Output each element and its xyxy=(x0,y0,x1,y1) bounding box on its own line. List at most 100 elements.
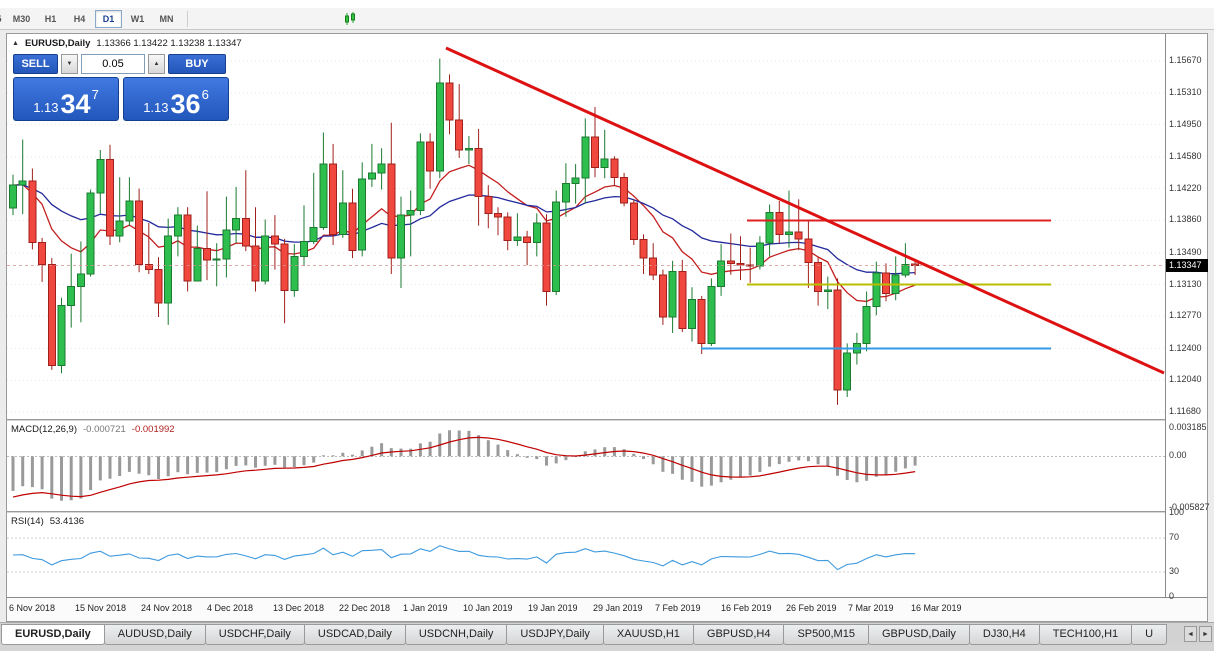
timeframe-button-w1[interactable]: W1 xyxy=(124,10,151,28)
axis-scale-label: 1.13860 xyxy=(1169,214,1202,225)
chart-tabs: EURUSD,Daily AUDUSD,Daily USDCHF,Daily USDC… xyxy=(0,623,1214,646)
axis-scale-label: 1.12770 xyxy=(1169,310,1202,321)
tabs-scroll-right-button[interactable]: ► xyxy=(1199,626,1212,642)
symbol-tab-gbpusd-daily[interactable]: GBPUSD,Daily xyxy=(867,624,970,645)
candle xyxy=(620,176,629,204)
timeframe-button-5[interactable]: 5 xyxy=(0,10,6,28)
candle xyxy=(833,289,842,391)
candle xyxy=(513,236,522,241)
axis-scale-label: 100 xyxy=(1169,507,1185,517)
candle xyxy=(882,272,890,294)
timeframe-button-m30[interactable]: M30 xyxy=(8,10,35,28)
lot-decrease-button[interactable]: ▼ xyxy=(61,54,78,74)
panel-splitter[interactable] xyxy=(7,419,1207,421)
candle xyxy=(251,245,260,282)
one-click-trading-panel: SELL ▼ ▲ BUY 1.13347 1.13366 xyxy=(13,54,229,121)
date-axis-label: 10 Jan 2019 xyxy=(463,603,513,613)
candle xyxy=(629,202,638,241)
lot-size-input[interactable] xyxy=(81,54,145,74)
candle xyxy=(203,248,211,261)
chart-title: ▲ EURUSD,Daily 1.13366 1.13422 1.13238 1… xyxy=(12,38,242,49)
axis-scale-label: 70 xyxy=(1169,532,1180,543)
candle xyxy=(96,159,105,194)
timeframe-button-h4[interactable]: H4 xyxy=(66,10,93,28)
sell-button[interactable]: SELL xyxy=(13,54,58,74)
symbol-tab-eurusd-daily[interactable]: EURUSD,Daily xyxy=(1,624,105,645)
macd-indicator-label: MACD(12,26,9) -0.000721 -0.001992 xyxy=(11,424,175,435)
one-click-collapse-icon[interactable]: ▲ xyxy=(12,40,19,47)
symbol-tab-tech100-h1[interactable]: TECH100,H1 xyxy=(1038,624,1133,645)
symbol-tab-sp500-m15[interactable]: SP500,M15 xyxy=(783,624,869,645)
candle xyxy=(726,260,735,264)
axis-scale-label: 0 xyxy=(1169,591,1175,601)
candle xyxy=(736,262,745,266)
candle xyxy=(503,216,512,242)
candle xyxy=(707,285,716,344)
candle xyxy=(901,263,910,276)
candle xyxy=(9,184,17,209)
ask-price-pipette: 6 xyxy=(201,87,209,102)
buy-button[interactable]: BUY xyxy=(168,54,226,74)
candle xyxy=(154,269,163,304)
candle xyxy=(445,82,454,121)
symbol-tab-dj30-h4[interactable]: DJ30,H4 xyxy=(968,624,1040,645)
axis-scale-label: 1.13130 xyxy=(1169,278,1202,289)
symbol-tab-audusd-daily[interactable]: AUDUSD,Daily xyxy=(103,624,206,645)
candle xyxy=(455,119,464,151)
candle xyxy=(697,299,706,344)
candle xyxy=(47,263,56,366)
status-bar xyxy=(0,645,1214,651)
lot-increase-button[interactable]: ▲ xyxy=(148,54,165,74)
rsi-name: RSI(14) xyxy=(11,516,44,527)
timeframe-button-mn[interactable]: MN xyxy=(153,10,180,28)
candle xyxy=(115,220,124,237)
ask-price-prefix: 1.13 xyxy=(143,100,169,115)
date-axis-label: 15 Nov 2018 xyxy=(75,603,127,613)
rsi-indicator-label: RSI(14) 53.4136 xyxy=(11,516,84,527)
moving-average-line xyxy=(12,184,916,275)
candlestick-chart-icon[interactable] xyxy=(342,11,358,27)
symbol-tab-usdcnh-daily[interactable]: USDCNH,Daily xyxy=(404,624,508,645)
timeframe-button-d1[interactable]: D1 xyxy=(95,9,122,28)
trendline[interactable] xyxy=(445,46,1165,375)
candle xyxy=(358,178,367,251)
symbol-tab-gbpusd-h4[interactable]: GBPUSD,H4 xyxy=(692,624,785,645)
price-chart-canvas[interactable] xyxy=(7,34,1165,597)
candle xyxy=(785,231,793,235)
tabs-scroll-left-button[interactable]: ◄ xyxy=(1184,626,1197,642)
symbol-tab-xauusd-h1[interactable]: XAUUSD,H1 xyxy=(602,624,694,645)
candle xyxy=(823,289,832,293)
symbol-tab-u[interactable]: U xyxy=(1131,624,1168,645)
price-axis[interactable]: 1.13347 1.15670 1.15310 1.14950 1.14580 1.14… xyxy=(1165,34,1210,601)
chart-tab-bar: EURUSD,Daily AUDUSD,Daily USDCHF,Daily USDC… xyxy=(0,622,1214,645)
buy-price-display[interactable]: 1.13 36 6 xyxy=(123,77,229,121)
date-axis-label: 13 Dec 2018 xyxy=(273,603,325,613)
candle xyxy=(639,239,648,259)
timeframe-button-h1[interactable]: H1 xyxy=(37,10,64,28)
sell-price-display[interactable]: 1.13 34 7 xyxy=(13,77,119,121)
candle xyxy=(552,201,561,293)
candle xyxy=(649,257,658,276)
panel-splitter[interactable] xyxy=(7,511,1207,513)
axis-scale-label: 0.003185 xyxy=(1169,422,1207,433)
bid-price-prefix: 1.13 xyxy=(33,100,59,115)
candle xyxy=(144,263,153,271)
candle xyxy=(397,214,405,259)
date-axis[interactable]: 6 Nov 2018 15 Nov 2018 24 Nov 2018 4 Dec 20… xyxy=(7,597,1207,621)
candle xyxy=(581,136,590,179)
current-price-badge: 1.13347 xyxy=(1166,258,1208,272)
candle xyxy=(678,270,687,329)
symbol-tab-usdjpy-daily[interactable]: USDJPY,Daily xyxy=(506,624,604,645)
symbol-tab-usdcad-daily[interactable]: USDCAD,Daily xyxy=(303,624,406,645)
axis-scale-label: 1.15670 xyxy=(1169,55,1202,66)
candle xyxy=(164,235,173,304)
candle xyxy=(523,236,532,243)
candle xyxy=(775,211,784,235)
candle xyxy=(600,158,609,169)
macd-signal-value: -0.001992 xyxy=(131,424,175,435)
candle xyxy=(28,180,37,243)
date-axis-label: 29 Jan 2019 xyxy=(593,603,643,613)
toolbar-separator xyxy=(187,10,188,27)
date-axis-label: 7 Feb 2019 xyxy=(655,603,701,613)
symbol-tab-usdchf-daily[interactable]: USDCHF,Daily xyxy=(204,624,305,645)
